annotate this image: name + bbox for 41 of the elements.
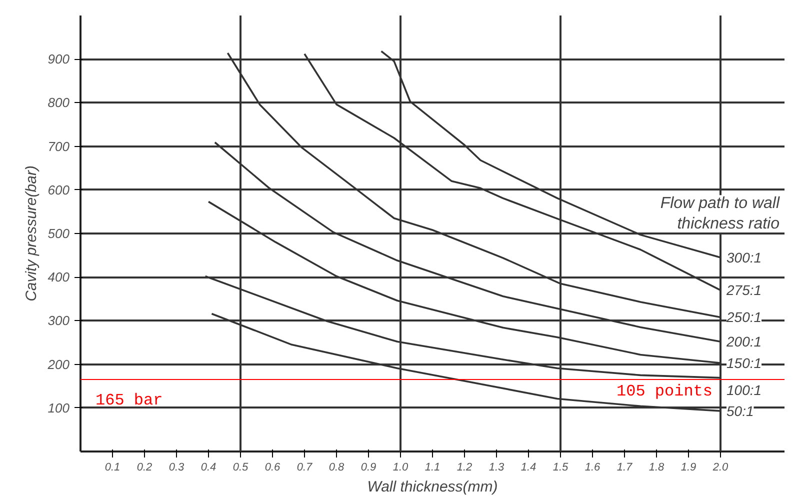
- y-tick-label: 300: [48, 313, 70, 328]
- x-tick-label: 1.1: [424, 462, 440, 474]
- y-axis-title: Cavity pressure(bar): [22, 166, 40, 302]
- y-tick-label: 700: [48, 138, 70, 154]
- annotation: 105 points: [616, 382, 712, 401]
- x-tick-label: 1.7: [616, 462, 634, 474]
- x-tick-label: 1.6: [584, 462, 602, 474]
- x-tick-label: 1.8: [648, 462, 666, 474]
- x-axis-title: Wall thickness(mm): [367, 478, 498, 496]
- series-label: 150:1: [726, 354, 762, 371]
- series-label: 50:1: [726, 402, 754, 419]
- x-tick-label: 0.4: [200, 462, 216, 474]
- x-tick-label: 0.7: [296, 462, 314, 474]
- series-label: 275:1: [726, 282, 762, 298]
- x-tick-label: 1.4: [520, 462, 536, 474]
- x-tick-label: 1.3: [488, 462, 506, 474]
- x-tick-label: 0.1: [104, 462, 120, 474]
- x-tick-label: 0.8: [328, 462, 346, 474]
- y-tick-label: 900: [48, 52, 70, 67]
- x-tick-label: 1.2: [456, 462, 472, 474]
- x-tick-label: 0.3: [168, 462, 186, 474]
- x-tick-label: 0.6: [264, 462, 282, 474]
- x-tick-label: 0.2: [136, 462, 152, 474]
- y-tick-label: 800: [48, 95, 70, 110]
- y-tick-label: 500: [48, 226, 70, 241]
- series-label: 100:1: [726, 382, 762, 398]
- x-tick-label: 0.5: [232, 462, 250, 474]
- series-label: 200:1: [726, 334, 762, 350]
- ref-line-label: 165 bar: [96, 392, 163, 410]
- y-tick-label: 100: [48, 400, 70, 416]
- x-tick-label: 1.0: [392, 462, 410, 474]
- series-label: 300:1: [726, 249, 762, 266]
- y-tick-label: 400: [48, 270, 70, 285]
- legend-title: Flow path to wall thickness ratio: [660, 195, 780, 232]
- x-tick-label: 1.9: [680, 462, 696, 474]
- y-tick-label: 600: [48, 182, 70, 198]
- y-tick-label: 200: [46, 356, 70, 372]
- series-label: 250:1: [726, 309, 762, 326]
- x-tick-label: 2.0: [712, 462, 730, 474]
- x-tick-label: 0.9: [360, 462, 376, 474]
- x-tick-label: 1.5: [552, 462, 570, 474]
